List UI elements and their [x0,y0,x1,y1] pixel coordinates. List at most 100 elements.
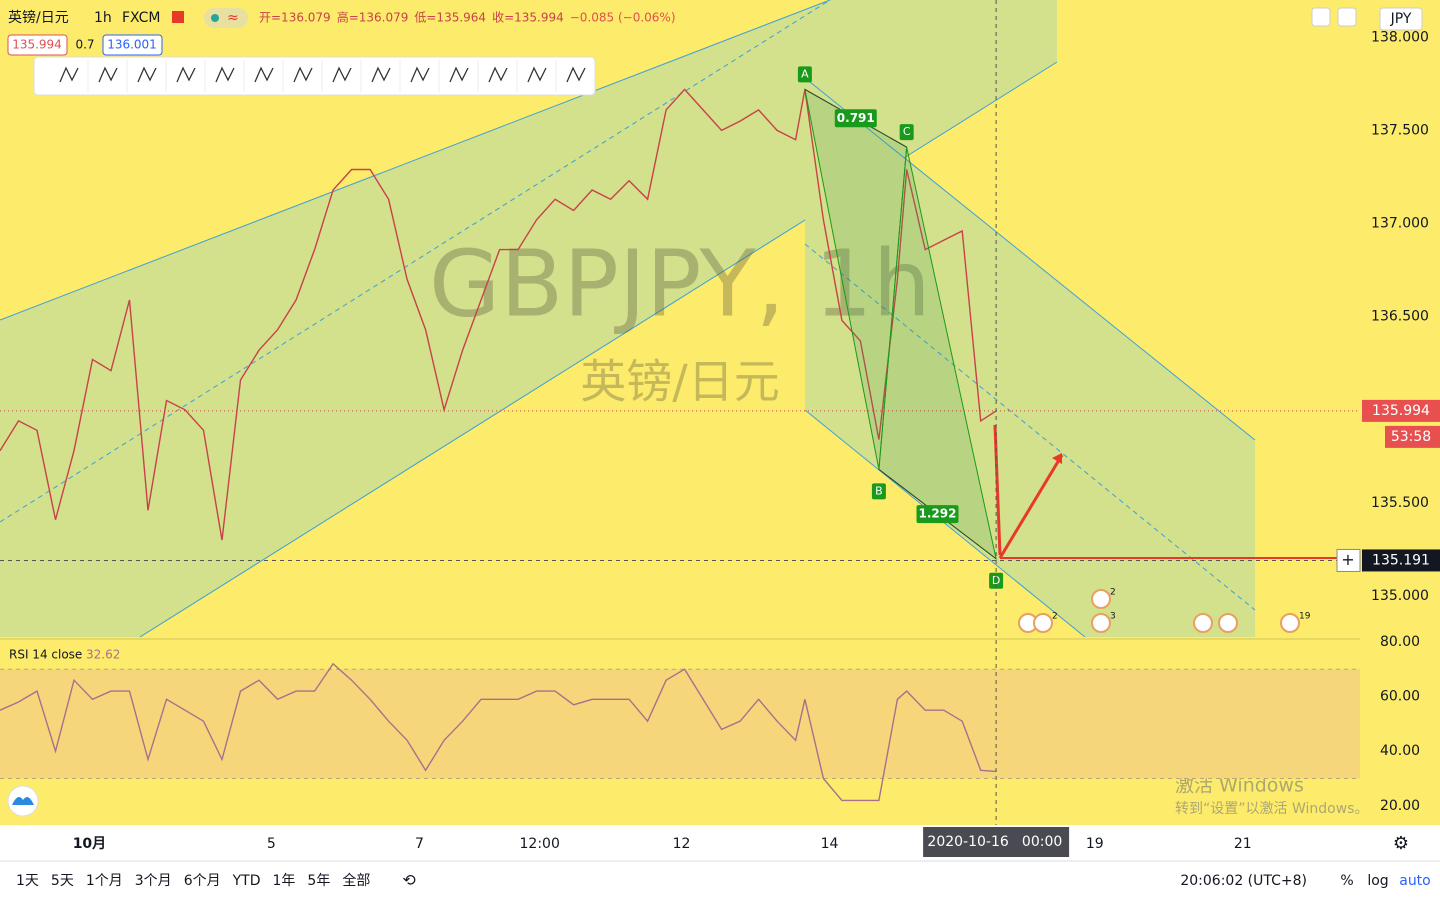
flag-icon [172,11,184,23]
range-button[interactable]: 1天 [16,873,39,889]
tool-icon[interactable] [293,66,313,83]
price-line [0,88,997,541]
watermark-ticker: GBPJPY, 1h [429,230,931,337]
range-button[interactable]: 6个月 [184,873,221,889]
tool-icon[interactable] [566,66,586,83]
range-button[interactable]: 5年 [307,873,330,889]
x-tick-label: 14 [821,836,839,852]
pattern-point-tag [899,124,914,141]
ratio-tag [916,505,959,524]
range-button[interactable]: 1个月 [86,873,123,889]
event-icon[interactable] [1218,613,1238,633]
event-icon[interactable] [1033,613,1053,633]
tool-icon[interactable] [371,66,391,83]
tool-icon[interactable] [215,66,235,83]
crosshair-date: 2020-10-16 [927,834,1008,850]
plus-icon: + [1341,550,1354,569]
tool-icon[interactable] [488,66,508,83]
bid-box[interactable] [7,34,68,56]
scroll-button[interactable] [1311,7,1331,27]
crosshair-time: 00:00 [1022,834,1062,850]
scale-option[interactable]: auto [1399,873,1431,889]
channel-midline [0,0,831,523]
tool-icon[interactable] [98,66,118,83]
ask: 136.001 [107,38,157,52]
drawing-toolbar [33,56,596,96]
x-tick-label: 10月 [73,836,106,852]
pattern-point-tag [797,66,812,83]
settings-icon[interactable]: ⚙ [1393,833,1409,854]
replay-icon[interactable]: ⟲ [402,871,416,890]
exchange: FXCM [122,10,160,26]
interval[interactable]: 1h [94,10,112,26]
tool-icon[interactable] [527,66,547,83]
tool-icon[interactable] [137,66,157,83]
x-tick-label: 12 [673,836,691,852]
crosshair-time-tag [923,827,1070,857]
ratio-tag [834,109,877,128]
fullscreen-button[interactable] [1337,7,1357,27]
y-tick-label: 80.00 [1380,634,1420,650]
range-button[interactable]: 全部 [342,872,370,889]
scale-option[interactable]: log [1367,873,1388,889]
arrow-drawing [993,424,1002,556]
clock: 20:06:02 (UTC+8) [1180,873,1307,889]
y-tick-label: 136.500 [1371,309,1429,325]
crosshair-price-tag [1362,549,1440,572]
ratio-label: 1.292 [919,507,957,521]
ohlc-value: 收=135.994 [492,11,564,25]
range-button[interactable]: 5天 [51,873,74,889]
tool-icon[interactable] [332,66,352,83]
pattern-point-label: D [992,574,1000,587]
pattern-point-tag [871,483,886,500]
event-count: 19 [1299,612,1311,622]
logo-mark [12,796,34,805]
event-count: 2 [1052,612,1058,622]
arrow-drawing [998,454,1064,559]
x-tick-label: 19 [1086,836,1104,852]
range-button[interactable]: 3个月 [135,873,172,889]
channel-line [804,77,1256,441]
rsi-title: RSI 14 close [9,648,82,662]
event-count: 3 [1110,612,1116,622]
up-channel [0,0,1057,637]
rsi-band [0,669,1360,779]
countdown: 53:58 [1391,429,1431,445]
event-icon[interactable] [1280,613,1300,633]
spread: 0.7 [75,38,94,52]
range-button[interactable]: 1年 [273,873,296,889]
event-icon[interactable] [1091,613,1111,633]
crosshair-plus[interactable] [1336,548,1361,572]
event-icon[interactable] [1193,613,1213,633]
tool-icon[interactable] [254,66,274,83]
event-count: 2 [1110,588,1116,598]
pattern-point-label: A [801,67,809,80]
y-tick-label: 40.00 [1380,743,1420,759]
y-tick-label: 135.500 [1371,495,1429,511]
status-icon: ≈ [227,10,239,26]
arrow-head [1052,453,1062,464]
channel-line [0,0,831,321]
event-icon[interactable] [1091,589,1111,609]
range-button[interactable]: YTD [232,873,261,889]
ohlc: 开=136.079 高=136.079 低=135.964 收=135.994 −0.0… [259,10,676,25]
ask-box[interactable] [102,34,163,56]
tool-icon[interactable] [176,66,196,83]
bid: 135.994 [12,38,62,52]
status-pill [204,8,248,28]
status-dot [211,14,219,22]
tool-icon[interactable] [410,66,430,83]
y-tick-label: 137.000 [1371,216,1429,232]
tool-icon[interactable] [449,66,469,83]
currency-box[interactable] [1379,7,1423,31]
tool-icon[interactable] [59,66,79,83]
scale-option[interactable]: % [1340,873,1353,889]
windows-notice: 转到“设置”以激活 Windows。 [1175,800,1368,817]
ratio-label: 0.791 [837,111,875,125]
countdown-tag [1385,425,1440,448]
windows-notice: 激活 Windows [1175,775,1304,797]
y-tick-label: 20.00 [1380,798,1420,814]
symbol[interactable]: 英镑/日元 [8,9,69,26]
rsi-last: 32.62 [86,648,120,662]
